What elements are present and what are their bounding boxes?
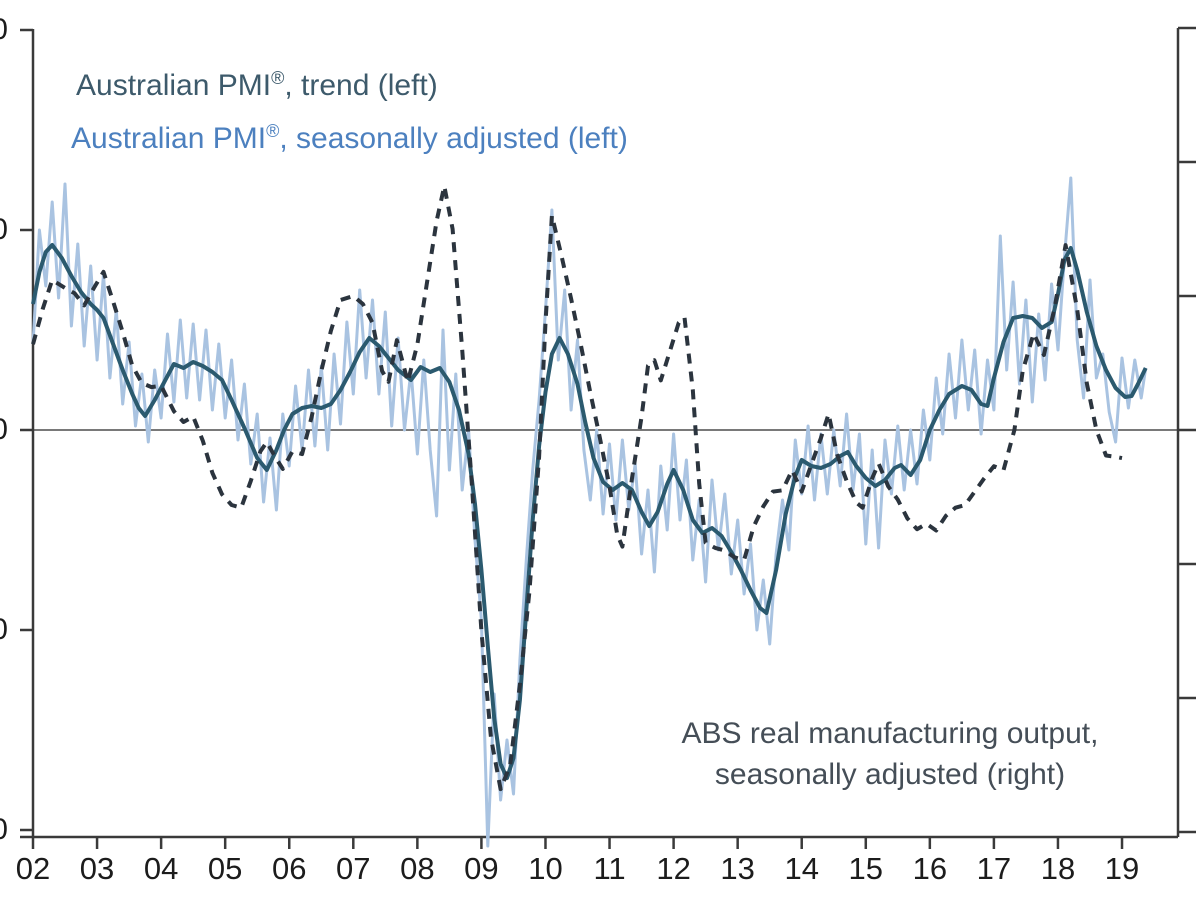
x-axis-tick-label: 18: [1040, 851, 1076, 886]
legend-pmi-trend: Australian PMI®, trend (left): [76, 68, 438, 102]
left-axis-tick-label: 70: [0, 12, 8, 48]
x-axis-tick-label: 07: [336, 851, 371, 886]
series-abs-output-line: [31, 184, 1123, 792]
x-axis-tick-label: 10: [528, 851, 563, 886]
x-axis-tick-label: 04: [143, 851, 179, 886]
annotation-abs-output: ABS real manufacturing output, seasonall…: [610, 713, 1170, 795]
x-axis-tick-label: 13: [720, 851, 755, 886]
left-axis-tick-label: 40: [0, 612, 8, 648]
series-pmi-sa-line: [31, 176, 1148, 848]
x-axis-tick-label: 17: [976, 851, 1012, 886]
x-axis-tick-label: 05: [207, 851, 243, 886]
annotation-abs-output-line2: seasonally adjusted (right): [714, 758, 1066, 791]
series-pmi-trend-line: [31, 243, 1148, 780]
x-axis-tick-label: 03: [79, 851, 115, 886]
x-axis-tick-label: 12: [656, 851, 691, 886]
legend-pmi-seasonally-adjusted: Australian PMI®, seasonally adjusted (le…: [71, 121, 628, 155]
x-axis-tick-label: 16: [912, 851, 948, 886]
x-axis-tick-label: 06: [271, 851, 307, 886]
x-axis-tick-label: 08: [400, 851, 435, 886]
x-axis-tick-label: 15: [848, 851, 883, 886]
x-axis-tick-label: 11: [593, 851, 626, 886]
left-axis-tick-label: 60: [0, 212, 8, 248]
x-axis-tick-label: 19: [1104, 851, 1140, 886]
left-axis-tick-label: 30: [0, 812, 8, 848]
x-axis-tick-label: 09: [464, 851, 499, 886]
x-axis-tick-label: 14: [784, 851, 819, 886]
annotation-abs-output-line1: ABS real manufacturing output,: [681, 717, 1099, 750]
x-axis-tick-label: 02: [15, 851, 51, 886]
left-axis-tick-label: 50: [0, 412, 8, 448]
